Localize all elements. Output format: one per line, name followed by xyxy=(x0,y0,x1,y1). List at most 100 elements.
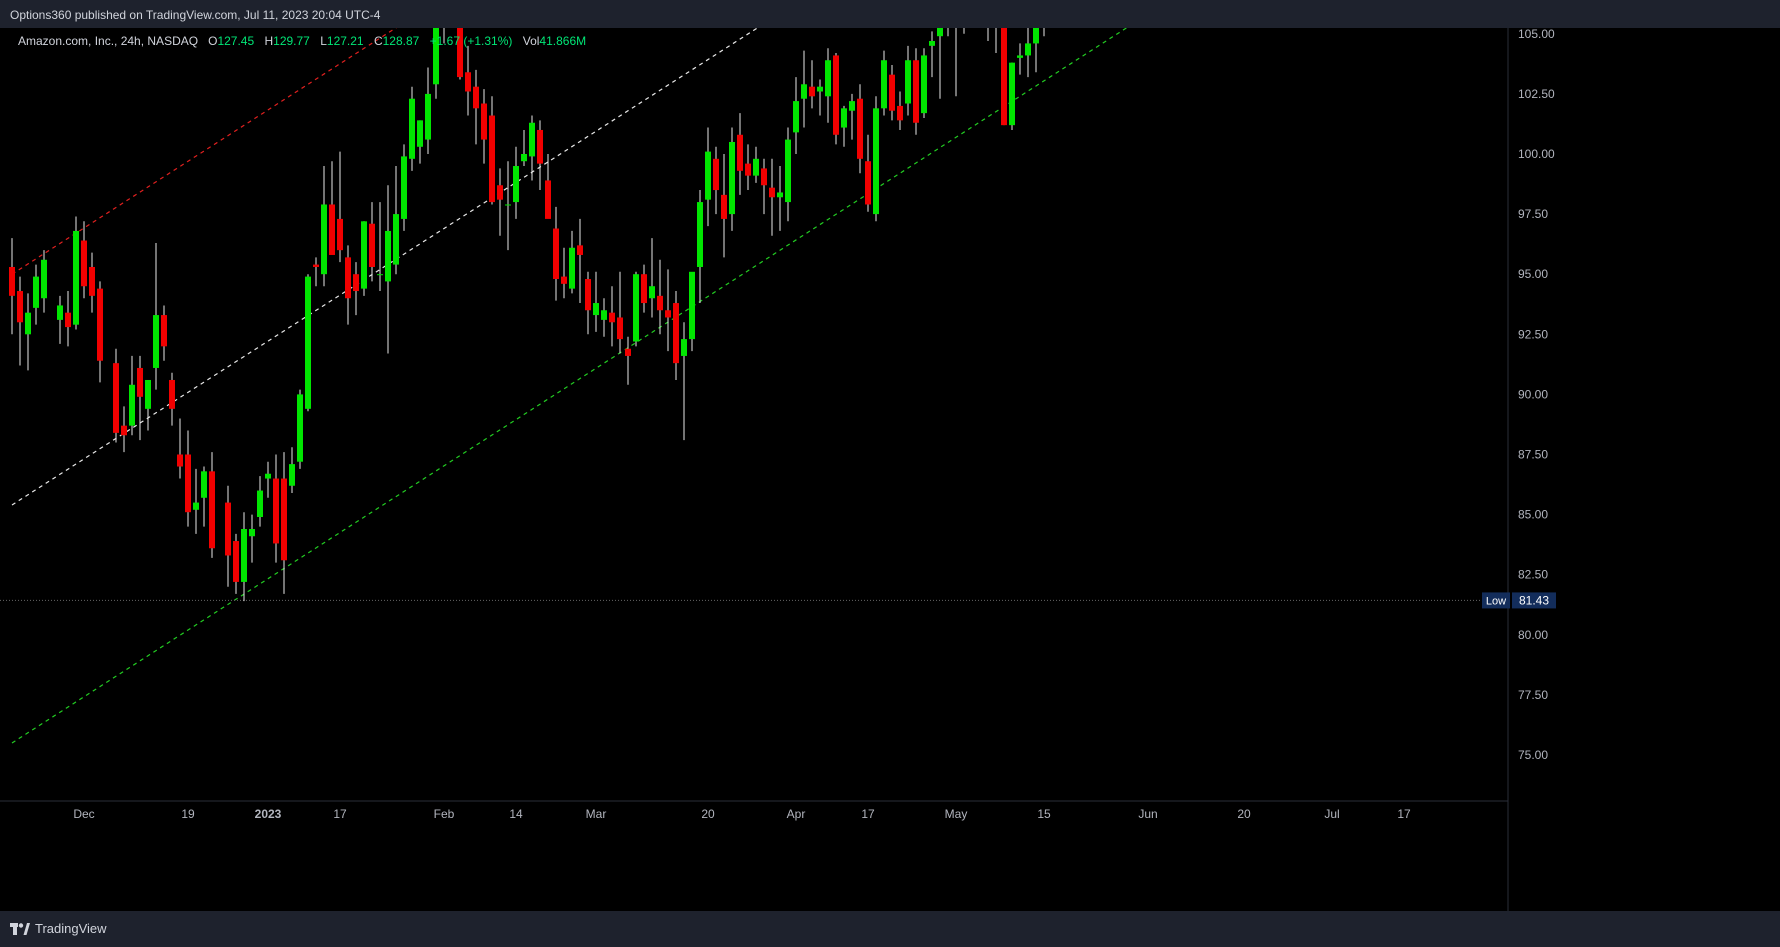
candle xyxy=(369,202,375,282)
time-tick-label: Feb xyxy=(434,807,455,821)
candle xyxy=(481,89,487,164)
candle-body xyxy=(881,60,887,109)
high-value: 129.77 xyxy=(273,34,310,48)
time-tick-label: 17 xyxy=(1397,807,1411,821)
candle xyxy=(433,28,439,99)
candle xyxy=(489,96,495,205)
candle xyxy=(57,295,63,344)
candle-body xyxy=(897,105,903,121)
chart-area[interactable]: 75.00 77.50 80.00 82.50 85.00 87.50 90.00 92.50… xyxy=(0,28,1780,911)
candle xyxy=(697,190,703,304)
candle xyxy=(681,322,687,441)
candle-body xyxy=(809,86,815,97)
volume-label: Vol xyxy=(522,34,540,48)
candlestick-chart[interactable]: 75.00 77.50 80.00 82.50 85.00 87.50 90.00 92.50… xyxy=(0,28,1780,911)
candle-body xyxy=(777,192,783,198)
candle-body xyxy=(393,214,399,265)
candle xyxy=(385,185,391,354)
candle xyxy=(673,291,679,380)
candle-body xyxy=(537,129,543,164)
candle xyxy=(137,355,143,441)
candle-body xyxy=(497,185,503,200)
time-tick-label: 17 xyxy=(333,807,347,821)
candle xyxy=(577,218,583,304)
candle xyxy=(545,154,551,219)
price-label-tag xyxy=(1482,592,1510,609)
candle xyxy=(649,238,655,318)
time-tick-label: 2023 xyxy=(255,807,282,821)
candle xyxy=(705,127,711,227)
candle xyxy=(753,146,759,183)
candle xyxy=(537,120,543,191)
low-label: L xyxy=(320,34,327,48)
candle xyxy=(793,77,799,154)
candle xyxy=(81,221,87,299)
time-tick-label: Dec xyxy=(73,807,94,821)
change-value: +1.67 (+1.31%) xyxy=(429,34,513,48)
price-level-lines xyxy=(0,599,1508,601)
candle-body xyxy=(753,158,759,176)
candle-body xyxy=(425,93,431,140)
candle xyxy=(761,158,767,215)
candle xyxy=(1017,43,1023,75)
candle xyxy=(1043,28,1045,37)
candle xyxy=(825,48,831,123)
candle-body xyxy=(713,158,719,191)
candle xyxy=(777,166,783,231)
candle xyxy=(955,28,957,97)
candle xyxy=(841,105,847,147)
candle-body xyxy=(801,84,807,99)
candle xyxy=(873,96,879,222)
candle-body xyxy=(929,41,935,46)
candle xyxy=(689,271,695,352)
candle-body xyxy=(601,310,607,320)
price-tick-label: 97.50 xyxy=(1518,207,1548,221)
candle-body xyxy=(337,218,343,251)
candle xyxy=(161,305,167,361)
candle-body xyxy=(241,529,247,582)
candle xyxy=(337,151,343,263)
candle xyxy=(209,452,215,558)
candle xyxy=(305,274,311,412)
candle xyxy=(833,53,839,145)
price-label-value: 81.43 xyxy=(1519,593,1549,607)
tradingview-brand[interactable]: TradingView xyxy=(10,921,107,936)
candle xyxy=(33,264,39,325)
candle xyxy=(745,144,751,191)
price-tick-label: 77.50 xyxy=(1518,688,1548,702)
time-axis[interactable]: Dec 19 2023 17 Feb 14 Mar 20 Apr 17 May 15 Jun 20 Jul 1… xyxy=(0,800,1508,821)
candle xyxy=(905,45,911,116)
candle-body xyxy=(785,139,791,203)
price-tick-label: 92.50 xyxy=(1518,327,1548,341)
candle-body xyxy=(297,394,303,462)
candle-body xyxy=(705,151,711,200)
candle-body xyxy=(417,120,423,147)
candle xyxy=(721,154,727,258)
candle-body xyxy=(145,379,151,409)
candle-body xyxy=(937,28,943,37)
candle-body xyxy=(673,303,679,364)
candle xyxy=(1025,28,1031,78)
price-axis[interactable]: 75.00 77.50 80.00 82.50 85.00 87.50 90.00 92.50… xyxy=(1507,28,1555,911)
top-bar: Options360 published on TradingView.com,… xyxy=(0,0,1780,28)
candle xyxy=(129,355,135,436)
candle xyxy=(377,202,383,292)
candle-body xyxy=(137,367,143,397)
time-tick-label: 15 xyxy=(1037,807,1051,821)
candle-body xyxy=(609,312,615,323)
price-tick-label: 82.50 xyxy=(1518,568,1548,582)
candle xyxy=(1033,28,1039,73)
candle-body xyxy=(121,425,127,436)
candle-body xyxy=(313,264,319,267)
candle-body xyxy=(489,115,495,203)
candle-body xyxy=(1001,28,1007,126)
candle xyxy=(89,252,95,313)
candle xyxy=(625,336,631,385)
price-tick-label: 95.00 xyxy=(1518,267,1548,281)
candle-body xyxy=(697,202,703,267)
candle xyxy=(633,271,639,347)
candle-body xyxy=(209,471,215,549)
candle xyxy=(529,115,535,181)
candle-body xyxy=(793,101,799,133)
candle xyxy=(713,146,719,215)
